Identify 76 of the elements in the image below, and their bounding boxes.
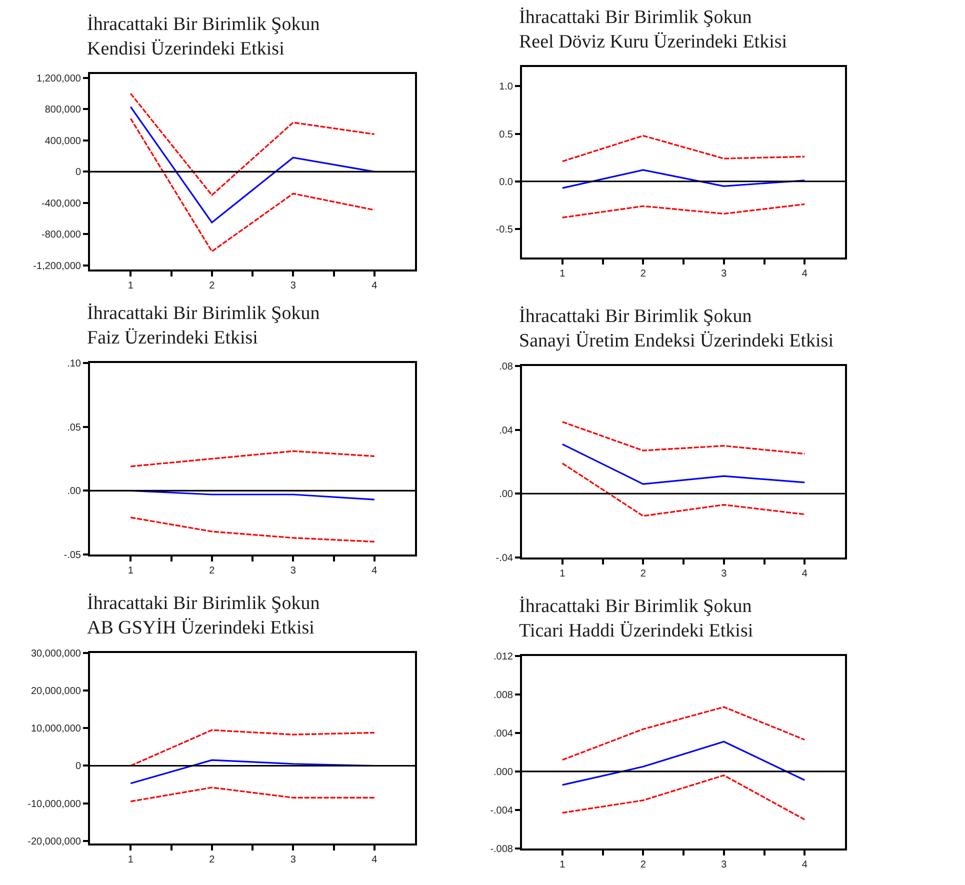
y-tick-label: -10,000,000 [28,798,82,810]
line-series [562,203,806,218]
y-tick-label: 400,000 [44,136,82,147]
x-tick-label: 1 [560,859,566,870]
line-series [562,443,806,485]
y-tick-label: 0 [75,167,82,178]
line-series [562,134,806,162]
line-series [130,92,376,196]
chart-title: İhracattaki Bir Birimlik Şokun Reel Döviz Kuru Üzerindeki Etkisi [519,7,788,53]
y-tick-label: .00 [67,486,82,498]
line-series [130,106,376,224]
y-tick-label: .000 [494,766,514,778]
line-series [562,462,806,517]
x-tick-label: 2 [640,268,646,280]
x-tick-label: 2 [209,854,216,866]
line-series [562,421,806,455]
y-tick-label: 10,000,000 [30,724,82,735]
x-tick-label: 4 [802,568,808,580]
y-tick-label: -1,200,000 [33,260,82,272]
line-series [130,729,376,767]
y-tick-label: .012 [494,652,514,663]
x-tick-label: 1 [128,854,134,866]
x-tick-label: 4 [372,280,378,292]
y-tick-label: -.05 [64,550,82,561]
y-tick-label: .05 [67,422,82,434]
y-tick-label: .08 [499,362,514,373]
x-tick-label: 3 [290,854,296,866]
y-tick-label: .004 [494,728,514,740]
y-tick-label: -20,000,000 [28,836,82,848]
chart-title: İhracattaki Bir Birimlik Şokun Ticari Haddi Üzerindeki Etkisi [519,596,754,642]
y-tick-label: -.004 [490,805,514,816]
y-tick-label: .00 [499,489,514,500]
x-tick-label: 2 [209,565,216,576]
y-tick-label: 30,000,000 [30,648,82,660]
x-tick-label: 1 [560,268,566,280]
x-tick-label: 2 [640,859,646,870]
x-tick-label: 3 [721,568,728,580]
y-tick-label: 0.5 [499,129,514,140]
y-tick-label: -.008 [490,844,514,855]
y-tick-label: -0.5 [496,224,514,236]
x-tick-label: 3 [721,859,728,870]
x-tick-label: 3 [290,565,296,576]
y-tick-label: 20,000,000 [30,686,82,698]
y-tick-label: 1.0 [499,82,514,93]
line-series [562,706,806,761]
chart-title: İhracattaki Bir Birimlik Şokun Sanayi Üretim Endeksi Üzerindeki Etkisi [519,306,834,352]
x-tick-label: 1 [128,565,134,576]
y-tick-label: -.04 [496,552,514,564]
x-tick-label: 3 [721,268,728,280]
y-tick-label: 800,000 [44,104,82,116]
x-tick-label: 1 [128,280,134,292]
x-tick-label: 2 [640,568,646,580]
line-series [130,118,376,252]
x-tick-label: 4 [802,268,808,280]
y-tick-label: 0 [75,761,82,772]
y-tick-label: .10 [67,358,82,370]
line-series [130,450,376,468]
chart-title: İhracattaki Bir Birimlik Şokun AB GSYİH Üzerindeki Etkisi [87,593,320,639]
y-tick-label: .008 [494,690,514,702]
x-tick-label: 4 [372,854,378,866]
x-tick-label: 2 [209,280,216,292]
chart-title: İhracattaki Bir Birimlik Şokun Kendisi Üzerindeki Etkisi [87,14,320,60]
y-tick-label: -800,000 [42,230,82,241]
y-tick-label: -400,000 [42,198,82,210]
x-tick-label: 4 [372,565,378,576]
line-series [562,774,806,820]
y-tick-label: 1,200,000 [36,73,82,84]
y-tick-label: .04 [499,425,514,436]
x-tick-label: 3 [290,280,296,292]
line-series [562,169,806,189]
line-series [562,740,806,786]
line-series [130,516,376,542]
x-tick-label: 1 [560,568,566,580]
chart-title: İhracattaki Bir Birimlik Şokun Faiz Üzerindeki Etkisi [87,303,320,349]
x-tick-label: 4 [802,859,808,870]
y-tick-label: 0.0 [499,176,514,188]
